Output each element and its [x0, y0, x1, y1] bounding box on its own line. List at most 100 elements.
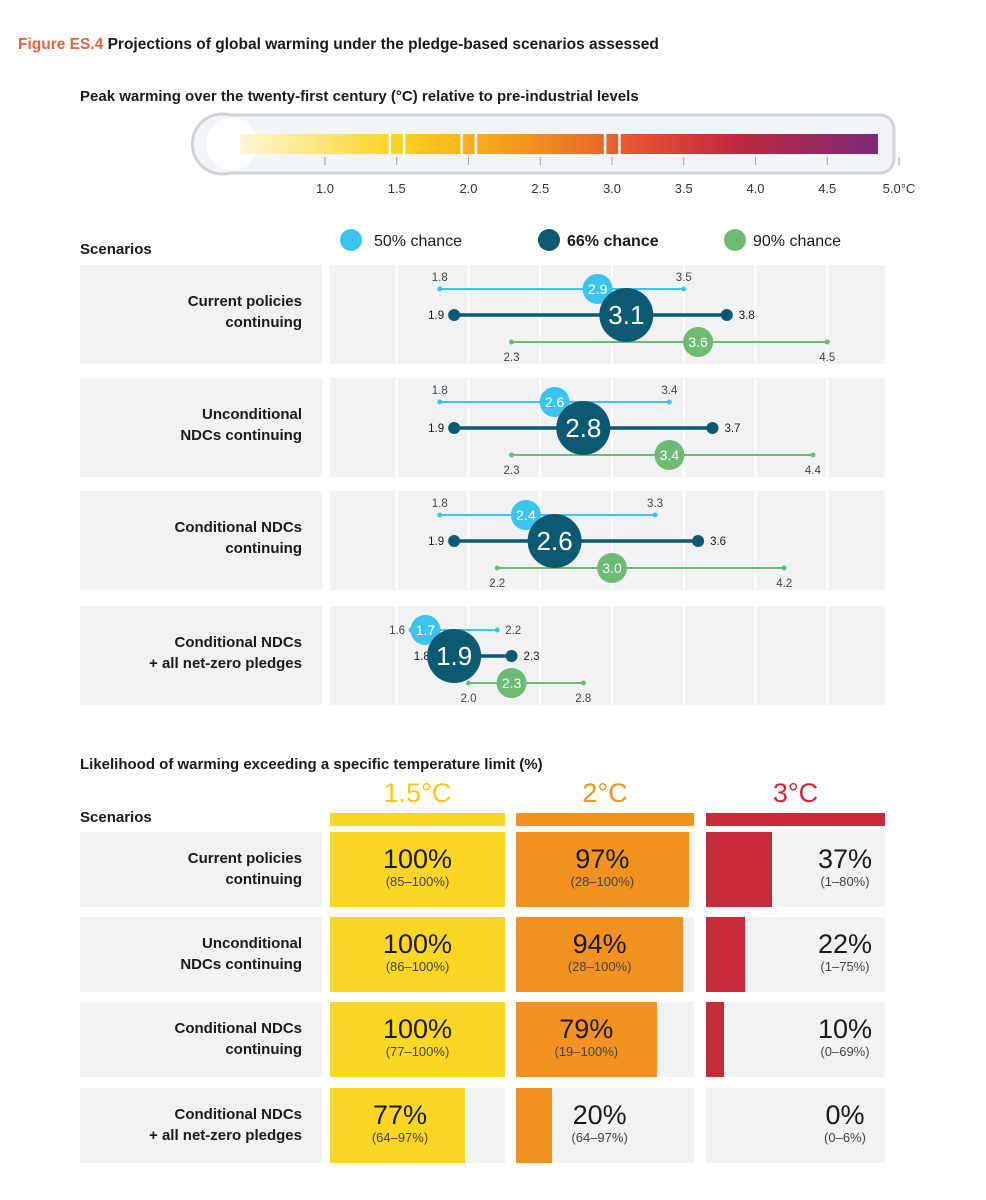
range-end-90 — [580, 680, 586, 686]
scenario-label: Conditional NDCs continuing — [174, 519, 303, 557]
legend: 50% chance 66% chance 90% chance — [340, 229, 841, 251]
range-end-66 — [448, 535, 461, 547]
row-label-panel: Unconditional NDCs continuing — [80, 378, 322, 477]
likelihood-percent: 94% — [572, 929, 627, 959]
median-label-66: 2.8 — [565, 413, 601, 443]
range-end-90 — [509, 339, 515, 345]
likelihood-percent: 100% — [382, 1014, 453, 1044]
range-end-50 — [681, 286, 687, 292]
range-end-50 — [437, 399, 443, 405]
legend-marker-50 — [340, 229, 362, 251]
table-cell: 20% (64–97%) — [516, 1088, 694, 1163]
likelihood-percent: 77% — [372, 1100, 428, 1130]
likelihood-range: (0–69%) — [820, 1044, 870, 1059]
thermometer-marker-line — [603, 134, 607, 154]
median-label-90: 3.6 — [688, 334, 708, 350]
thermometer-tick-label: 4.0 — [746, 181, 764, 196]
table-cell: 94% (28–100%) — [516, 917, 694, 992]
range-chart-labels: Current policies continuing Unconditional… — [80, 265, 322, 707]
range-high-label-66: 2.3 — [524, 651, 540, 663]
range-high-label-90: 4.4 — [805, 465, 822, 477]
range-end-66 — [448, 422, 461, 434]
column-header: 3°C — [772, 778, 819, 808]
range-high-label-66: 3.6 — [710, 536, 726, 548]
median-label-90: 3.4 — [660, 447, 680, 463]
legend-label-50: 50% chance — [374, 233, 462, 250]
likelihood-value: 0% (0–6%) — [785, 1100, 905, 1145]
column-header-bar — [330, 813, 505, 826]
scenario-label: Unconditional NDCs continuing — [180, 406, 302, 444]
range-end-90 — [509, 452, 515, 458]
likelihood-value: 37% (1–80%) — [785, 844, 905, 889]
likelihood-scenarios-heading: Scenarios — [80, 809, 152, 826]
table-row-label-panel: Conditional NDCs continuing — [80, 1002, 322, 1077]
likelihood-percent: 100% — [382, 929, 453, 959]
likelihood-percent: 20% — [572, 1100, 627, 1130]
range-end-66 — [720, 309, 733, 321]
likelihood-bar — [330, 1088, 465, 1163]
likelihood-bar — [330, 832, 505, 907]
scenario-label: Current policies continuing — [187, 293, 302, 331]
likelihood-title: Likelihood of warming exceeding a specif… — [80, 756, 543, 773]
scenario-label: Conditional NDCs + all net-zero pledges — [149, 1106, 302, 1144]
thermometer-scale: 1.0 1.5 2.0 2.5 3.0 3.5 4.0 4.5 5.0°C — [190, 112, 915, 196]
range-end-66 — [448, 309, 461, 321]
range-low-label-66: 1.9 — [428, 423, 444, 435]
range-low-label-66: 1.8 — [414, 651, 430, 663]
likelihood-range: (85–100%) — [385, 874, 450, 889]
table-row-label-panel: Current policies continuing — [80, 832, 322, 907]
range-end-50 — [494, 627, 500, 633]
thermometer-tick-label: 1.5 — [388, 181, 406, 196]
likelihood-bar — [516, 1088, 552, 1163]
range-end-50 — [652, 512, 658, 518]
median-bubble-90 — [683, 327, 714, 357]
range-low-label-90: 2.3 — [504, 465, 520, 477]
likelihood-bar — [706, 1002, 724, 1077]
likelihood-value: 10% (0–69%) — [785, 1014, 905, 1059]
thermometer-marker-line — [460, 134, 463, 154]
range-end-50 — [666, 399, 672, 405]
median-bubble-90 — [654, 440, 685, 470]
thermometer-marker-line — [474, 134, 478, 154]
likelihood-range: (28–100%) — [570, 874, 635, 889]
scenario-label: Current policies continuing — [187, 850, 302, 888]
figure-title-text: Projections of global warming under the … — [107, 36, 659, 53]
table-cell: 79% (19–100%) — [516, 1002, 694, 1077]
thermometer-title: Peak warming over the twenty-first centu… — [80, 88, 639, 105]
thermometer-tick-label: 1.0 — [316, 181, 334, 196]
range-end-90 — [781, 565, 787, 571]
range-end-90 — [494, 565, 500, 571]
median-bubble-66 — [599, 288, 654, 342]
likelihood-bar — [516, 1002, 657, 1077]
likelihood-bar — [330, 1002, 505, 1077]
range-high-label-66: 3.7 — [724, 423, 740, 435]
scenario-label: Unconditional NDCs continuing — [180, 935, 302, 973]
thermometer-marker-line — [618, 134, 621, 154]
likelihood-value: 100% (85–100%) — [358, 844, 478, 889]
likelihood-percent: 10% — [817, 1014, 873, 1044]
row-label-panel: Conditional NDCs + all net-zero pledges — [80, 606, 322, 705]
median-label-66: 3.1 — [608, 300, 644, 330]
likelihood-bar — [706, 832, 772, 907]
range-low-label-90: 2.3 — [504, 352, 520, 364]
median-bubble-90 — [597, 553, 627, 583]
likelihood-value: 97% (28–100%) — [542, 844, 662, 889]
range-end-90 — [810, 452, 816, 458]
likelihood-value: 20% (64–97%) — [540, 1100, 660, 1145]
table-cell: 77% (64–97%) — [330, 1088, 505, 1163]
table-row-label-panel: Conditional NDCs + all net-zero pledges — [80, 1088, 322, 1163]
figure-title: Figure ES.4 Projections of global warmin… — [18, 36, 659, 54]
range-end-90 — [824, 339, 830, 345]
table-row-label-panel: Unconditional NDCs continuing — [80, 917, 322, 992]
range-low-label-90: 2.2 — [489, 578, 505, 590]
thermometer-tick-label: 3.5 — [675, 181, 693, 196]
column-header-bar — [516, 813, 694, 826]
likelihood-percent: 79% — [559, 1014, 614, 1044]
range-low-label-50: 1.6 — [389, 625, 405, 637]
likelihood-range: (64–97%) — [371, 1130, 429, 1145]
median-bubble-66 — [527, 514, 582, 568]
likelihood-percent: 22% — [817, 929, 873, 959]
table-cell: 100% (77–100%) — [330, 1002, 505, 1077]
row-label-panel: Conditional NDCs continuing — [80, 491, 322, 590]
